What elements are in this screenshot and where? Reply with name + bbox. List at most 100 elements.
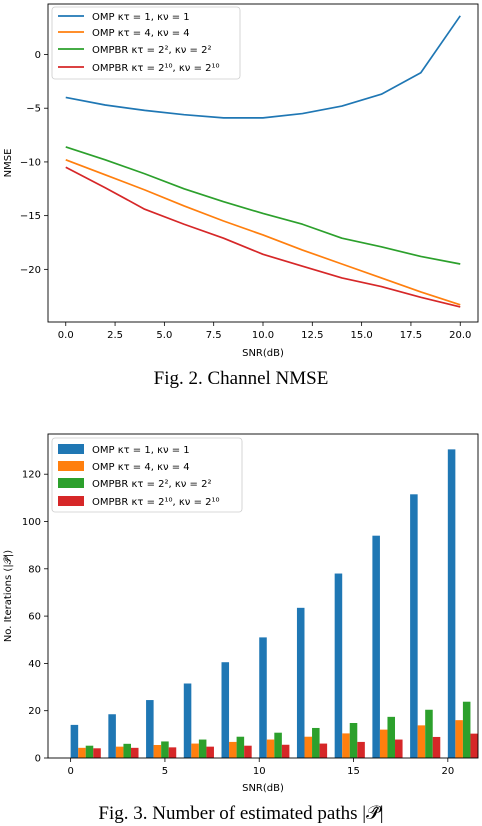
legend-patch-omp-4-4 [58,461,84,471]
nmse-line-ompbr-2-2 [65,146,461,265]
legend-label-ompbr-10-10: OMPBR κτ = 2¹⁰, κν = 2¹⁰ [92,497,220,508]
paths-x-tick-label: 20 [441,766,454,777]
nmse-x-tick-label: 17.5 [400,330,422,341]
bar-ompbr-10-10 [244,745,252,758]
paths-plot-marks [70,449,478,758]
bar-ompbr-2-2 [274,732,282,758]
figure-3-caption: Fig. 3. Number of estimated paths |𝒫̂| [98,803,383,824]
legend-patch-ompbr-2-2 [58,478,84,488]
paths-plot-frame [47,433,479,759]
bar-omp-1-1 [259,637,267,758]
bar-omp-1-1 [146,700,154,758]
bar-ompbr-2-2 [236,736,245,758]
bar-ompbr-2-2 [425,709,433,758]
paths-y-tick-label: 20 [28,706,41,717]
bar-omp-1-1 [70,724,79,758]
bar-ompbr-10-10 [130,747,139,758]
bar-omp-1-1 [183,683,192,758]
paths-x-tick-label: 15 [347,766,360,777]
paths-y-tick-label: 80 [28,564,41,575]
bar-omp-4-4 [115,746,124,758]
nmse-y-tick-label: −15 [20,211,41,222]
paths-x-axis-label: SNR(dB) [242,783,284,794]
paths-y-tick-label: 120 [22,470,41,481]
bar-ompbr-10-10 [395,739,403,758]
nmse-y-tick-label: −20 [20,265,41,276]
nmse-y-tick-label: −10 [20,157,41,168]
nmse-legend: OMP κτ = 1, κν = 1 OMP κτ = 4, κν = 4 OM… [51,6,241,80]
bar-omp-4-4 [417,725,426,758]
nmse-y-axis-label: NMSE [3,149,14,178]
nmse-x-tick-label: 5.0 [156,330,172,341]
nmse-line-chart: 0.0 2.5 5.0 7.5 10.0 12.5 15.0 17.5 20.0 0 −5 −10 −1… [3,3,479,389]
bar-omp-1-1 [334,573,343,758]
paths-y-axis-label: No. Iterations (|𝒫̂|) [3,550,14,642]
legend-label-omp-1-1: OMP κτ = 1, κν = 1 [92,12,190,23]
legend-label-omp-4-4: OMP κτ = 4, κν = 4 [92,28,190,39]
paths-axis-ticks: 0 5 10 15 20 0 20 40 60 80 100 120 [22,470,454,777]
bar-ompbr-10-10 [470,733,478,758]
paths-x-tick-label: 0 [67,766,73,777]
nmse-y-tick-label: 0 [35,50,41,61]
bar-ompbr-2-2 [85,745,94,758]
bar-ompbr-10-10 [432,736,441,758]
nmse-axis-ticks: 0.0 2.5 5.0 7.5 10.0 12.5 15.0 17.5 20.0 0 −5 −10 −1… [20,50,471,341]
nmse-y-tick-label: −5 [26,104,41,115]
figure-2-caption: Fig. 2. Channel NMSE [154,368,329,389]
paths-y-tick-label: 40 [28,659,41,670]
nmse-x-tick-label: 2.5 [107,330,123,341]
bar-omp-4-4 [455,720,463,758]
bar-omp-1-1 [372,535,380,758]
legend-label-omp-4-4: OMP κτ = 4, κν = 4 [92,462,190,473]
bar-omp-4-4 [342,733,350,758]
bar-ompbr-10-10 [93,748,101,758]
bar-ompbr-2-2 [123,743,131,758]
bar-omp-4-4 [78,747,86,758]
legend-label-omp-1-1: OMP κτ = 1, κν = 1 [92,445,190,456]
bar-ompbr-10-10 [281,744,290,758]
bar-omp-4-4 [191,743,199,758]
legend-label-ompbr-2-2: OMPBR κτ = 2², κν = 2² [92,45,211,56]
nmse-x-tick-label: 12.5 [301,330,323,341]
nmse-x-tick-label: 0.0 [58,330,74,341]
bar-ompbr-2-2 [312,727,320,758]
nmse-x-tick-label: 7.5 [206,330,222,341]
legend-label-ompbr-2-2: OMPBR κτ = 2², κν = 2² [92,479,211,490]
bar-omp-4-4 [379,729,388,758]
nmse-x-tick-label: 20.0 [449,330,471,341]
paths-legend-box [51,437,243,513]
paths-y-tick-label: 0 [35,754,41,765]
bar-omp-1-1 [296,607,305,758]
bar-ompbr-10-10 [168,747,177,758]
bar-ompbr-10-10 [357,741,365,758]
bar-omp-4-4 [153,744,162,758]
bar-omp-4-4 [229,741,237,758]
legend-patch-ompbr-10-10 [58,496,84,506]
paths-x-tick-label: 10 [253,766,266,777]
legend-label-ompbr-10-10: OMPBR κτ = 2¹⁰, κν = 2¹⁰ [92,63,220,74]
nmse-x-tick-label: 15.0 [350,330,372,341]
bar-omp-1-1 [410,494,418,758]
bar-ompbr-2-2 [161,741,169,758]
bar-omp-1-1 [108,714,116,758]
nmse-line-omp-1-1 [65,15,461,119]
nmse-line-omp-4-4 [65,158,461,306]
paths-y-tick-label: 60 [28,612,41,623]
nmse-x-axis-label: SNR(dB) [242,348,284,359]
bar-ompbr-2-2 [349,723,358,758]
paths-bar-chart: 0 5 10 15 20 0 20 40 60 80 100 120 SNR(dB) No. Iter… [3,433,479,824]
bar-ompbr-10-10 [206,746,214,758]
paths-y-tick-label: 100 [22,517,41,528]
paths-x-tick-label: 5 [162,766,168,777]
bar-ompbr-2-2 [387,716,396,758]
nmse-line-ompbr-10-10 [65,166,461,308]
paths-legend: OMP κτ = 1, κν = 1 OMP κτ = 4, κν = 4 OM… [51,437,243,513]
legend-patch-omp-1-1 [58,444,84,454]
bar-omp-4-4 [266,739,275,758]
nmse-legend-box [51,6,241,80]
bar-ompbr-10-10 [319,743,328,758]
bar-omp-1-1 [447,449,456,758]
nmse-x-tick-label: 10.0 [252,330,274,341]
bar-ompbr-2-2 [198,739,207,758]
